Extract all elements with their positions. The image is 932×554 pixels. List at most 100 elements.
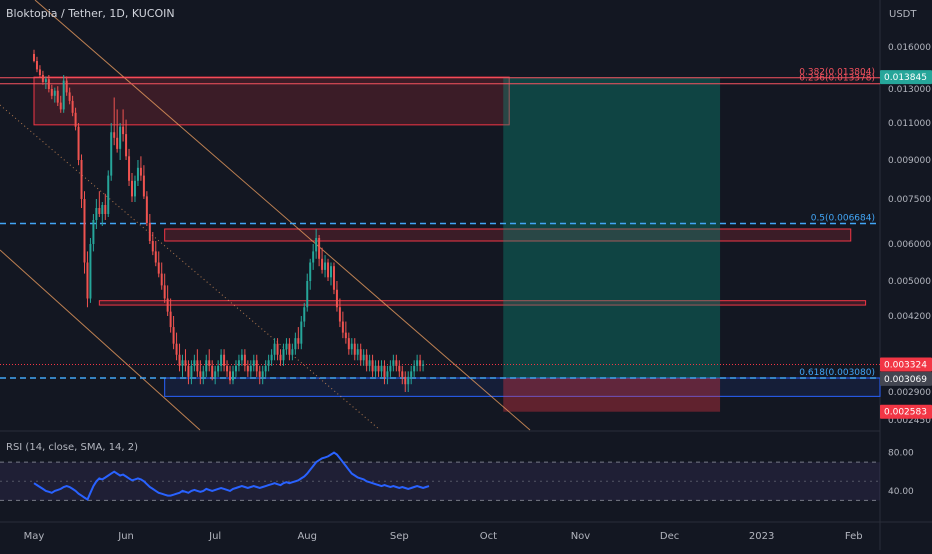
candle-body-123 [398, 365, 401, 372]
candle-body-76 [258, 371, 261, 377]
candle-body-9 [59, 102, 62, 110]
candle-body-35 [136, 167, 139, 181]
price-tag-bg-2 [880, 371, 932, 386]
candle-body-11 [65, 80, 68, 93]
candle-body-27 [113, 132, 116, 138]
candle-body-107 [350, 343, 353, 350]
y-tick-9: 0.002450 [888, 416, 931, 426]
candle-body-59 [208, 360, 211, 366]
price-tag-2: 0.003069 [884, 375, 927, 385]
candle-body-88 [294, 338, 297, 350]
x-tick-5: Oct [480, 531, 497, 542]
candle-body-28 [116, 137, 119, 149]
candle-body-33 [131, 180, 134, 197]
candle-body-71 [243, 354, 246, 366]
candle-body-112 [365, 354, 368, 366]
candle-body-89 [297, 338, 300, 344]
candle-body-46 [169, 311, 172, 328]
candle-body-37 [142, 175, 145, 197]
candle-body-68 [234, 365, 237, 372]
candle-body-85 [285, 343, 288, 350]
price-tag-bg-3 [880, 404, 932, 419]
candle-body-125 [404, 376, 407, 385]
candle-body-102 [335, 289, 338, 308]
candle-body-0 [33, 54, 35, 61]
candle-body-106 [347, 338, 350, 350]
candle-body-73 [249, 365, 252, 372]
fib-label-3: 0.618(0.003080) [799, 368, 875, 378]
candle-body-116 [377, 365, 380, 372]
candle-body-69 [237, 360, 240, 366]
candle-body-61 [214, 371, 217, 377]
candle-body-64 [223, 354, 226, 366]
channel-lower-line [0, 249, 201, 431]
candle-body-12 [68, 92, 71, 101]
y-tick-5: 0.006000 [888, 240, 931, 250]
candle-body-39 [148, 223, 151, 241]
y-tick-7: 0.004200 [888, 312, 931, 322]
candle-body-42 [157, 262, 160, 274]
position-stop-zone [503, 378, 721, 412]
candle-body-51 [184, 360, 187, 366]
candle-body-55 [196, 360, 199, 372]
candle-body-119 [386, 371, 389, 377]
candle-body-14 [74, 112, 77, 127]
candle-body-121 [392, 360, 395, 366]
candle-body-81 [273, 343, 276, 355]
candle-body-31 [125, 134, 128, 157]
candle-body-122 [395, 360, 398, 366]
y-tick-1: 0.013000 [888, 85, 931, 95]
x-tick-1: Jun [117, 531, 134, 542]
x-tick-7: Dec [660, 531, 679, 542]
y-tick-0: 0.016000 [888, 43, 931, 53]
candle-body-110 [359, 349, 362, 361]
fib-label-2: 0.5(0.006684) [811, 213, 875, 223]
candle-body-6 [50, 89, 53, 96]
candle-body-109 [356, 349, 359, 355]
candle-body-93 [309, 262, 312, 281]
candle-body-99 [327, 262, 330, 278]
price-tag-1: 0.003324 [884, 360, 927, 370]
rsi-label: RSI (14, close, SMA, 14, 2) [6, 442, 139, 453]
candle-body-74 [252, 360, 255, 366]
candle-body-86 [288, 343, 291, 355]
candle-body-17 [83, 199, 86, 263]
x-tick-2: Jul [208, 531, 221, 542]
y-tick-8: 0.002900 [888, 388, 931, 398]
candle-body-5 [47, 79, 50, 89]
candle-body-105 [344, 332, 347, 339]
candle-body-104 [341, 321, 344, 333]
currency-label: USDT [889, 9, 917, 20]
candle-body-131 [422, 364, 425, 366]
candle-body-67 [231, 371, 234, 381]
candle-body-124 [401, 371, 404, 377]
candle-body-70 [240, 354, 243, 361]
candle-body-98 [324, 262, 327, 270]
candle-body-22 [98, 208, 101, 214]
candle-body-50 [181, 360, 184, 366]
candle-body-83 [279, 354, 282, 361]
candle-body-36 [139, 167, 142, 176]
candle-body-57 [202, 371, 205, 377]
candle-body-10 [62, 80, 65, 110]
candle-body-41 [154, 251, 157, 263]
candle-body-21 [95, 208, 98, 220]
candle-body-129 [416, 360, 419, 366]
candle-body-127 [410, 371, 413, 377]
zone-resistance-1 [164, 228, 852, 242]
candle-body-100 [330, 266, 332, 278]
candle-body-48 [175, 343, 178, 355]
candle-body-114 [371, 360, 374, 372]
candle-body-2 [38, 69, 41, 75]
candle-body-94 [312, 251, 315, 263]
candle-body-45 [166, 298, 169, 312]
candle-body-30 [122, 126, 125, 135]
y-tick-3: 0.009000 [888, 156, 931, 166]
candle-body-24 [104, 205, 107, 214]
x-tick-6: Nov [571, 531, 591, 542]
candle-body-77 [261, 371, 264, 377]
candle-body-117 [380, 365, 383, 372]
